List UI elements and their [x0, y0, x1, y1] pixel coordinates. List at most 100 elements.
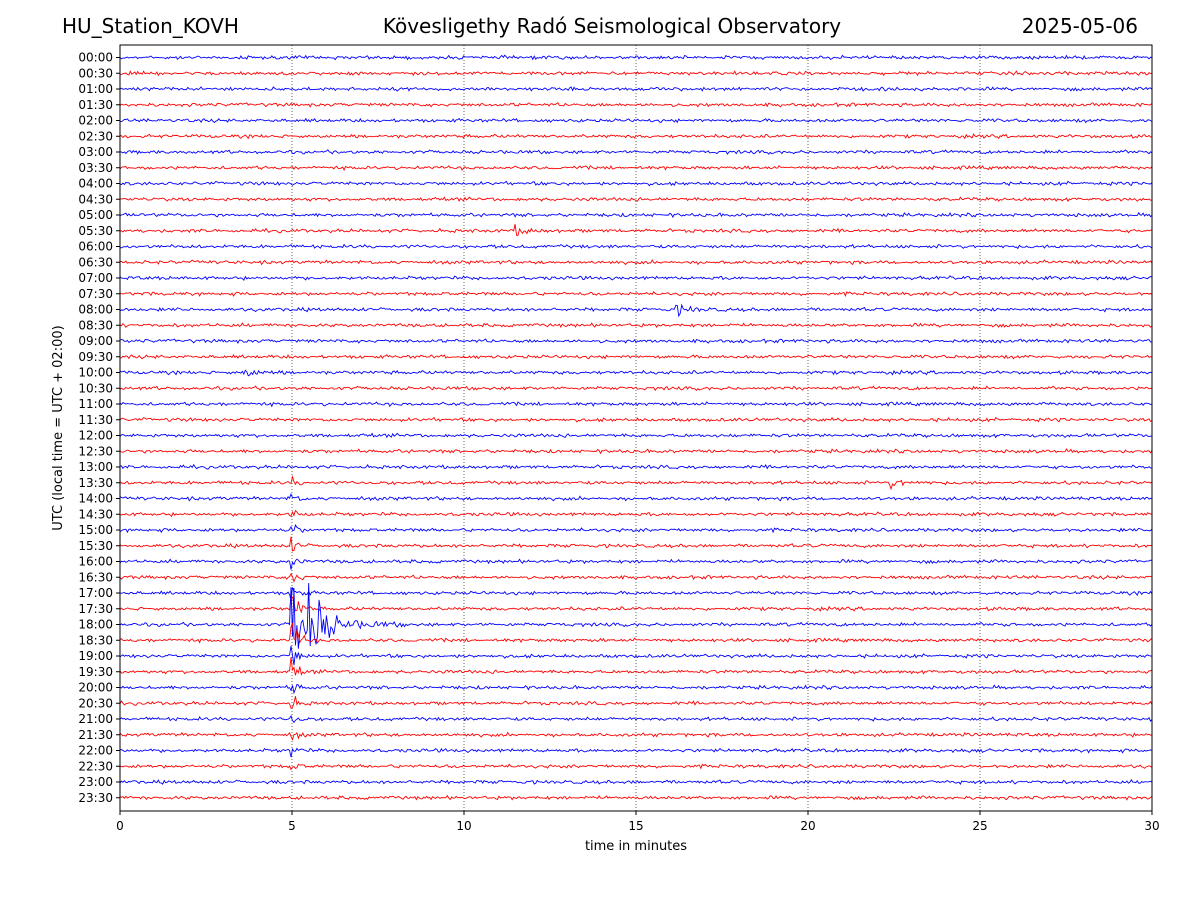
y-tick-label: 13:30 [78, 476, 113, 490]
y-tick-label: 02:00 [78, 114, 113, 128]
trace-1830 [119, 622, 1153, 644]
trace-0700 [119, 275, 1153, 281]
y-tick-label: 04:00 [78, 177, 113, 191]
trace-0430 [119, 196, 1153, 203]
y-tick-label: 21:00 [78, 712, 113, 726]
trace-0400 [119, 180, 1153, 187]
y-tick-label: 13:00 [78, 460, 113, 474]
trace-1200 [119, 432, 1153, 439]
y-tick-label: 20:30 [78, 696, 113, 710]
x-tick-label: 25 [972, 819, 987, 833]
trace-2130 [119, 731, 1153, 741]
trace-1400 [119, 492, 1153, 502]
trace-0930 [119, 354, 1153, 360]
trace-1330 [119, 475, 1153, 491]
trace-2230 [119, 763, 1153, 771]
trace-1530 [119, 536, 1153, 552]
y-tick-label: 10:30 [78, 381, 113, 395]
trace-0030 [119, 70, 1153, 77]
y-tick-label: 23:00 [78, 775, 113, 789]
trace-2000 [119, 683, 1153, 695]
y-tick-label: 05:30 [78, 224, 113, 238]
x-axis-label: time in minutes [585, 839, 687, 854]
trace-0630 [119, 259, 1153, 266]
x-tick-label: 30 [1144, 819, 1159, 833]
y-tick-label: 04:30 [78, 192, 113, 206]
y-tick-label: 01:00 [78, 82, 113, 96]
x-tick-label: 5 [288, 819, 296, 833]
y-tick-label: 11:30 [78, 413, 113, 427]
y-axis-label: UTC (local time = UTC + 02:00) [51, 325, 66, 530]
trace-1430 [119, 509, 1153, 518]
y-tick-label: 21:30 [78, 728, 113, 742]
seismic-traces [119, 54, 1153, 801]
trace-1930 [119, 657, 1153, 676]
y-tick-label: 10:00 [78, 366, 113, 380]
trace-0100 [119, 86, 1153, 92]
x-axis-ticks: 0 5 10 15 20 25 30 [116, 811, 1160, 833]
y-tick-label: 03:00 [78, 145, 113, 159]
x-tick-label: 20 [800, 819, 815, 833]
y-tick-label: 16:30 [78, 570, 113, 584]
y-tick-label: 14:30 [78, 507, 113, 521]
station-name: HU_Station_KOVH [62, 14, 239, 38]
y-tick-label: 06:00 [78, 240, 113, 254]
trace-2030 [119, 696, 1153, 709]
y-tick-label: 05:00 [78, 208, 113, 222]
trace-1730 [119, 596, 1153, 614]
trace-2100 [119, 714, 1153, 724]
y-tick-label: 11:00 [78, 397, 113, 411]
trace-0530 [119, 224, 1153, 236]
trace-1500 [119, 524, 1153, 534]
y-tick-label: 07:30 [78, 287, 113, 301]
trace-1600 [119, 558, 1153, 570]
trace-0330 [119, 164, 1153, 172]
trace-1000 [119, 369, 1153, 377]
y-tick-label: 18:00 [78, 618, 113, 632]
y-tick-label: 15:30 [78, 539, 113, 553]
y-tick-label: 00:30 [78, 66, 113, 80]
trace-0200 [119, 117, 1153, 124]
y-tick-label: 20:00 [78, 681, 113, 695]
trace-1700 [119, 587, 1153, 601]
y-tick-label: 14:00 [78, 492, 113, 506]
plot-frame [119, 44, 1153, 812]
x-tick-label: 10 [456, 819, 471, 833]
trace-0900 [119, 338, 1153, 344]
y-tick-label: 12:30 [78, 444, 113, 458]
y-tick-label: 15:00 [78, 523, 113, 537]
trace-2330 [119, 794, 1153, 801]
trace-1300 [119, 463, 1153, 470]
x-tick-label: 0 [116, 819, 124, 833]
trace-0230 [119, 133, 1153, 140]
y-tick-label: 08:00 [78, 303, 113, 317]
y-tick-label: 09:30 [78, 350, 113, 364]
trace-1030 [119, 385, 1153, 392]
y-tick-label: 19:30 [78, 665, 113, 679]
trace-1900 [119, 645, 1153, 666]
y-tick-label: 08:30 [78, 318, 113, 332]
trace-0830 [119, 322, 1153, 328]
y-tick-label: 03:30 [78, 161, 113, 175]
trace-2300 [119, 779, 1153, 785]
trace-1630 [119, 572, 1153, 583]
trace-1100 [119, 401, 1153, 408]
trace-1230 [119, 448, 1153, 455]
y-tick-label: 19:00 [78, 649, 113, 663]
chart-title: Kövesligethy Radó Seismological Observat… [382, 14, 842, 38]
trace-0730 [119, 291, 1153, 298]
trace-2200 [119, 747, 1153, 758]
trace-0600 [119, 243, 1153, 250]
chart-date: 2025-05-06 [1021, 14, 1138, 38]
y-tick-label: 22:30 [78, 759, 113, 773]
y-tick-label: 17:00 [78, 586, 113, 600]
y-tick-label: 22:00 [78, 744, 113, 758]
y-tick-label: 00:00 [78, 51, 113, 65]
trace-0800 [119, 303, 1153, 318]
trace-1800 [119, 582, 1153, 649]
y-tick-label: 01:30 [78, 98, 113, 112]
y-tick-label: 17:30 [78, 602, 113, 616]
y-tick-label: 18:30 [78, 633, 113, 647]
